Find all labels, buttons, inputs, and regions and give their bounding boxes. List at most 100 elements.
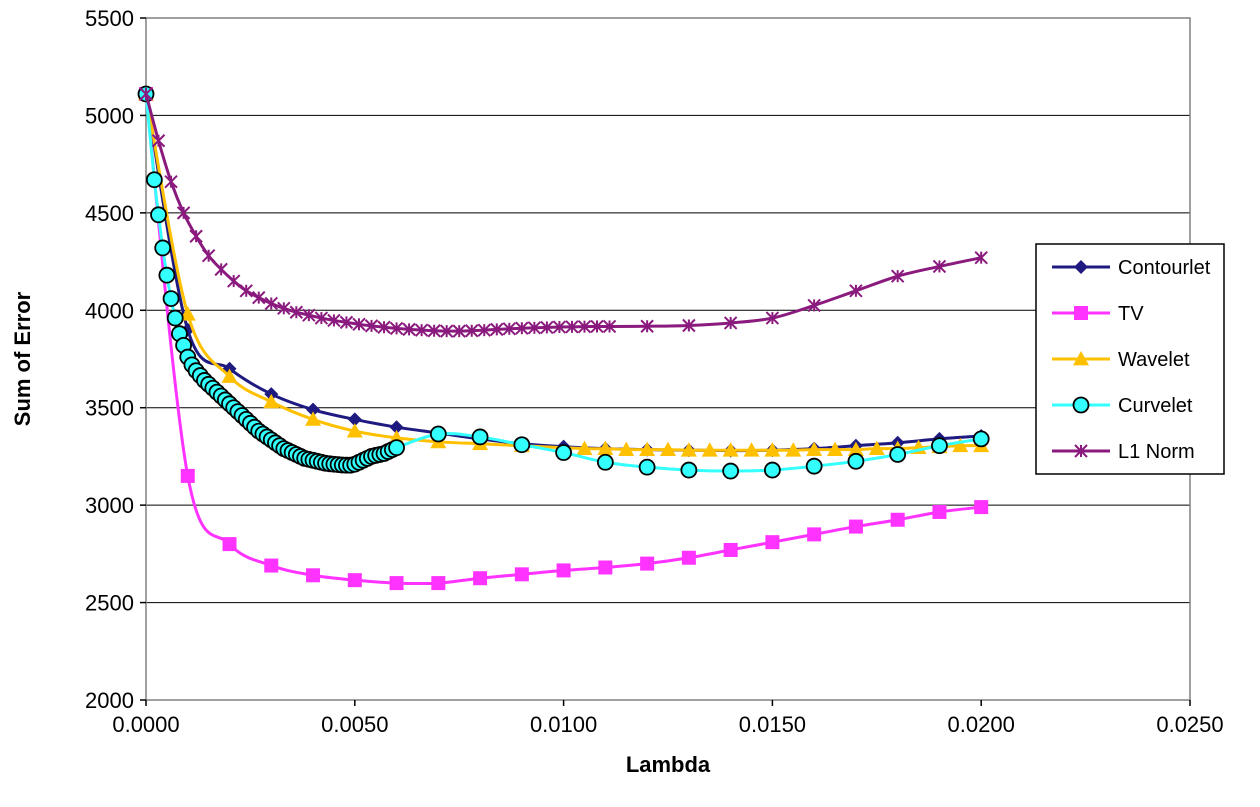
data-point: [576, 440, 593, 456]
data-point: [264, 558, 279, 573]
data-point: [764, 461, 781, 479]
data-point: [640, 556, 655, 571]
data-point: [722, 462, 740, 480]
series-l1-norm: [139, 87, 988, 338]
data-point: [513, 436, 531, 454]
data-point: [765, 311, 780, 325]
series-group: [137, 85, 990, 591]
plot-area: [145, 17, 1191, 701]
data-point: [201, 249, 216, 263]
data-point: [743, 442, 760, 457]
y-tick-label: 2000: [85, 688, 134, 713]
data-point: [179, 306, 196, 321]
data-point: [221, 368, 238, 383]
data-point: [765, 535, 780, 550]
data-point: [680, 461, 698, 479]
data-point: [722, 442, 739, 457]
data-point: [640, 319, 654, 333]
data-point: [889, 446, 907, 463]
data-point: [305, 411, 322, 426]
data-point: [277, 301, 291, 316]
data-point: [807, 298, 821, 313]
data-point: [701, 442, 718, 457]
data-point: [314, 311, 329, 325]
data-point: [239, 284, 253, 298]
x-tick-label: 0.0200: [948, 712, 1015, 737]
data-point: [806, 441, 823, 457]
data-point: [222, 537, 237, 552]
y-tick-label: 4500: [85, 201, 134, 226]
data-point: [952, 437, 969, 453]
data-point: [180, 468, 195, 483]
data-point: [577, 319, 592, 334]
series-curvelet: [137, 85, 990, 480]
data-point: [785, 442, 802, 457]
data-point: [471, 428, 489, 446]
data-point: [166, 309, 184, 327]
data-point: [402, 322, 416, 337]
data-point: [264, 296, 278, 311]
data-point: [598, 560, 613, 575]
data-point: [972, 430, 990, 448]
data-point: [502, 322, 517, 336]
data-point: [158, 266, 176, 284]
data-point: [162, 290, 180, 307]
data-point: [1074, 260, 1088, 274]
data-point: [1073, 351, 1089, 366]
data-point: [565, 320, 579, 334]
data-point: [477, 323, 491, 337]
data-point: [602, 319, 617, 334]
data-point: [596, 453, 614, 471]
data-point: [151, 134, 166, 148]
y-tick-label: 5000: [85, 103, 134, 128]
data-point: [931, 437, 948, 455]
data-point: [681, 550, 696, 565]
legend-label: TV: [1118, 303, 1144, 325]
data-point: [1072, 396, 1090, 414]
data-point: [377, 320, 391, 334]
data-point: [618, 441, 635, 457]
data-point: [590, 319, 604, 334]
data-point: [847, 452, 865, 470]
data-point: [465, 324, 479, 338]
y-axis-title: Sum of Error: [10, 291, 35, 426]
data-point: [868, 440, 885, 456]
axis-ticks: 2000 2500 3000 3500 4000 4500 5000 5500 0.0000 0.…: [85, 6, 1224, 737]
data-point: [339, 315, 354, 330]
data-point: [805, 457, 823, 475]
data-point: [347, 573, 362, 588]
data-point: [289, 305, 304, 319]
data-point: [414, 323, 429, 337]
series-wavelet: [138, 85, 990, 457]
data-point: [555, 444, 572, 461]
data-point: [556, 563, 571, 578]
data-point: [848, 519, 863, 534]
data-point: [827, 441, 844, 457]
data-point: [388, 439, 405, 457]
data-point: [431, 576, 446, 591]
data-point: [807, 527, 822, 542]
data-point: [639, 441, 656, 457]
data-point: [389, 576, 404, 591]
y-tick-label: 2500: [85, 591, 134, 616]
data-point: [723, 316, 738, 330]
data-point: [214, 262, 228, 277]
data-point: [429, 425, 447, 443]
series-line: [144, 93, 982, 586]
data-point: [139, 87, 153, 101]
data-point: [527, 321, 542, 335]
series-line: [144, 93, 982, 473]
data-point: [364, 319, 379, 333]
data-point: [847, 441, 864, 457]
data-point: [352, 317, 366, 332]
data-point: [890, 512, 905, 527]
data-point: [189, 229, 203, 243]
x-tick-label: 0.0000: [112, 712, 179, 737]
gridlines: [146, 114, 1190, 604]
data-point: [974, 250, 988, 265]
data-point: [263, 393, 280, 409]
data-point: [1074, 306, 1088, 320]
legend-label: Contourlet: [1118, 257, 1211, 279]
data-point: [552, 320, 567, 334]
legend-label: L1 Norm: [1118, 441, 1195, 463]
